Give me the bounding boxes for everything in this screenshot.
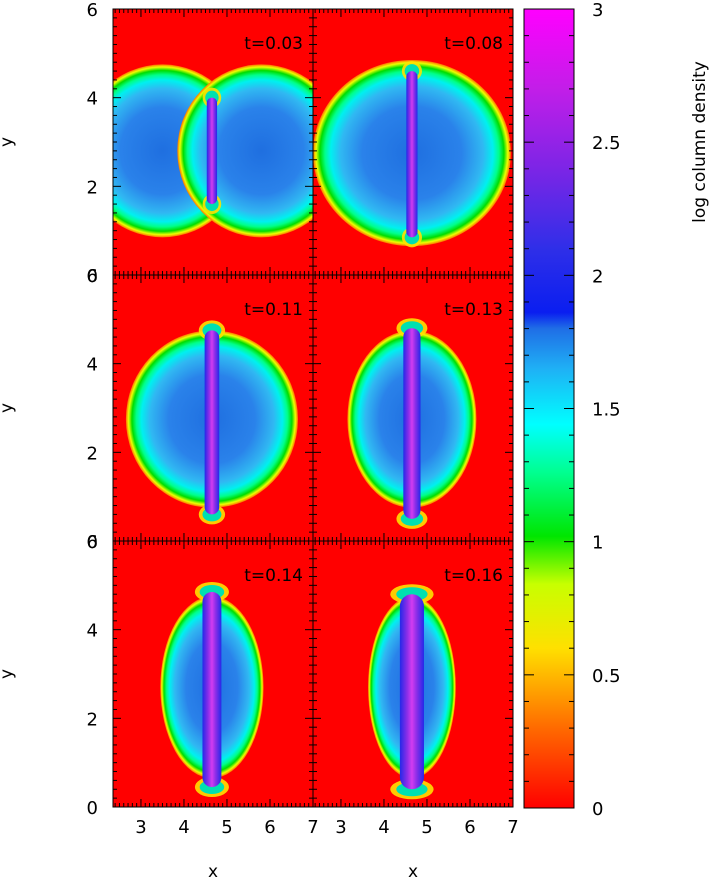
colorbar-tick-label: 3 (592, 0, 603, 21)
colorbar-label: log column density (690, 61, 710, 223)
y-tick-label: 0 (87, 532, 98, 553)
panel-field (368, 584, 456, 800)
colorbar-tick-label: 2 (592, 266, 603, 287)
y-axis-label: y (0, 403, 17, 413)
x-tick-label: 4 (378, 817, 389, 838)
x-tick-label: 5 (221, 817, 232, 838)
dense-sheet (406, 71, 418, 238)
dense-sheet (206, 97, 218, 205)
dense-sheet (399, 594, 424, 790)
y-tick-label: 4 (87, 621, 98, 642)
colorbar: 0 0.5 1 1.5 2 2.5 3 log column density (523, 0, 710, 820)
panel-1: t=0.03 (112, 8, 314, 276)
y-tick-label: 0 (87, 266, 98, 287)
panel-time-label: t=0.14 (244, 566, 303, 586)
y-axis-label: y (0, 137, 17, 147)
panel-time-label: t=0.16 (444, 566, 503, 586)
colorbar-tick-label: 1 (592, 533, 603, 554)
x-tick-label: 7 (307, 817, 318, 838)
dense-sheet (204, 330, 220, 515)
x-axis-label: x (208, 862, 218, 878)
x-tick-label: 6 (464, 817, 475, 838)
dense-sheet (202, 591, 222, 788)
panel-6: t=0.16 (312, 540, 514, 808)
panel-time-label: t=0.08 (444, 34, 503, 54)
x-tick-label: 5 (421, 817, 432, 838)
y-tick-label: 6 (87, 0, 98, 21)
panel-4: t=0.13 (312, 274, 514, 542)
x-tick-label: 4 (178, 817, 189, 838)
panel-3: t=0.11 (112, 274, 314, 542)
colorbar-tick-label: 2.5 (592, 133, 621, 154)
panel-time-label: t=0.13 (444, 300, 503, 320)
x-tick-label: 6 (264, 817, 275, 838)
y-tick-label: 4 (87, 89, 98, 110)
panel-grid: t=0.03 t=0.08 t=0.11 t=0.13 t=0.14 t=0.16 (112, 8, 514, 808)
y-tick-label: 6 (87, 532, 98, 553)
panel-time-label: t=0.11 (244, 300, 303, 320)
dense-sheet (403, 328, 421, 519)
panel-field (347, 318, 477, 529)
panel-time-label: t=0.03 (244, 34, 303, 54)
x-tick-label: 7 (507, 817, 518, 838)
x-tick-label: 3 (135, 817, 146, 838)
panel-field (113, 64, 313, 238)
x-axis-label: x (408, 862, 418, 878)
colorbar-tick-label: 1.5 (592, 400, 621, 421)
y-tick-label: 4 (87, 355, 98, 376)
panel-5: t=0.14 (112, 540, 314, 808)
y-tick-label: 2 (87, 177, 98, 198)
colorbar-tick-label: 0 (592, 799, 603, 820)
colorbar-ticks: 0 0.5 1 1.5 2 2.5 3 (524, 0, 621, 820)
x-tick-label: 3 (335, 817, 346, 838)
axis-labels: 0 2 4 6 y 0 2 4 6 y 0 2 4 6 y 3 4 5 6 7 x 3 4 5 6 7 x (0, 0, 519, 878)
panel-field (160, 581, 264, 798)
y-axis-label: y (0, 669, 17, 679)
y-tick-label: 2 (87, 709, 98, 730)
y-tick-label: 0 (87, 798, 98, 819)
panel-2: t=0.08 (312, 8, 514, 276)
y-tick-label: 6 (87, 266, 98, 287)
colorbar-tick-label: 0.5 (592, 666, 621, 687)
panel-field (125, 320, 298, 525)
y-tick-label: 2 (87, 443, 98, 464)
panel-field (313, 59, 511, 248)
